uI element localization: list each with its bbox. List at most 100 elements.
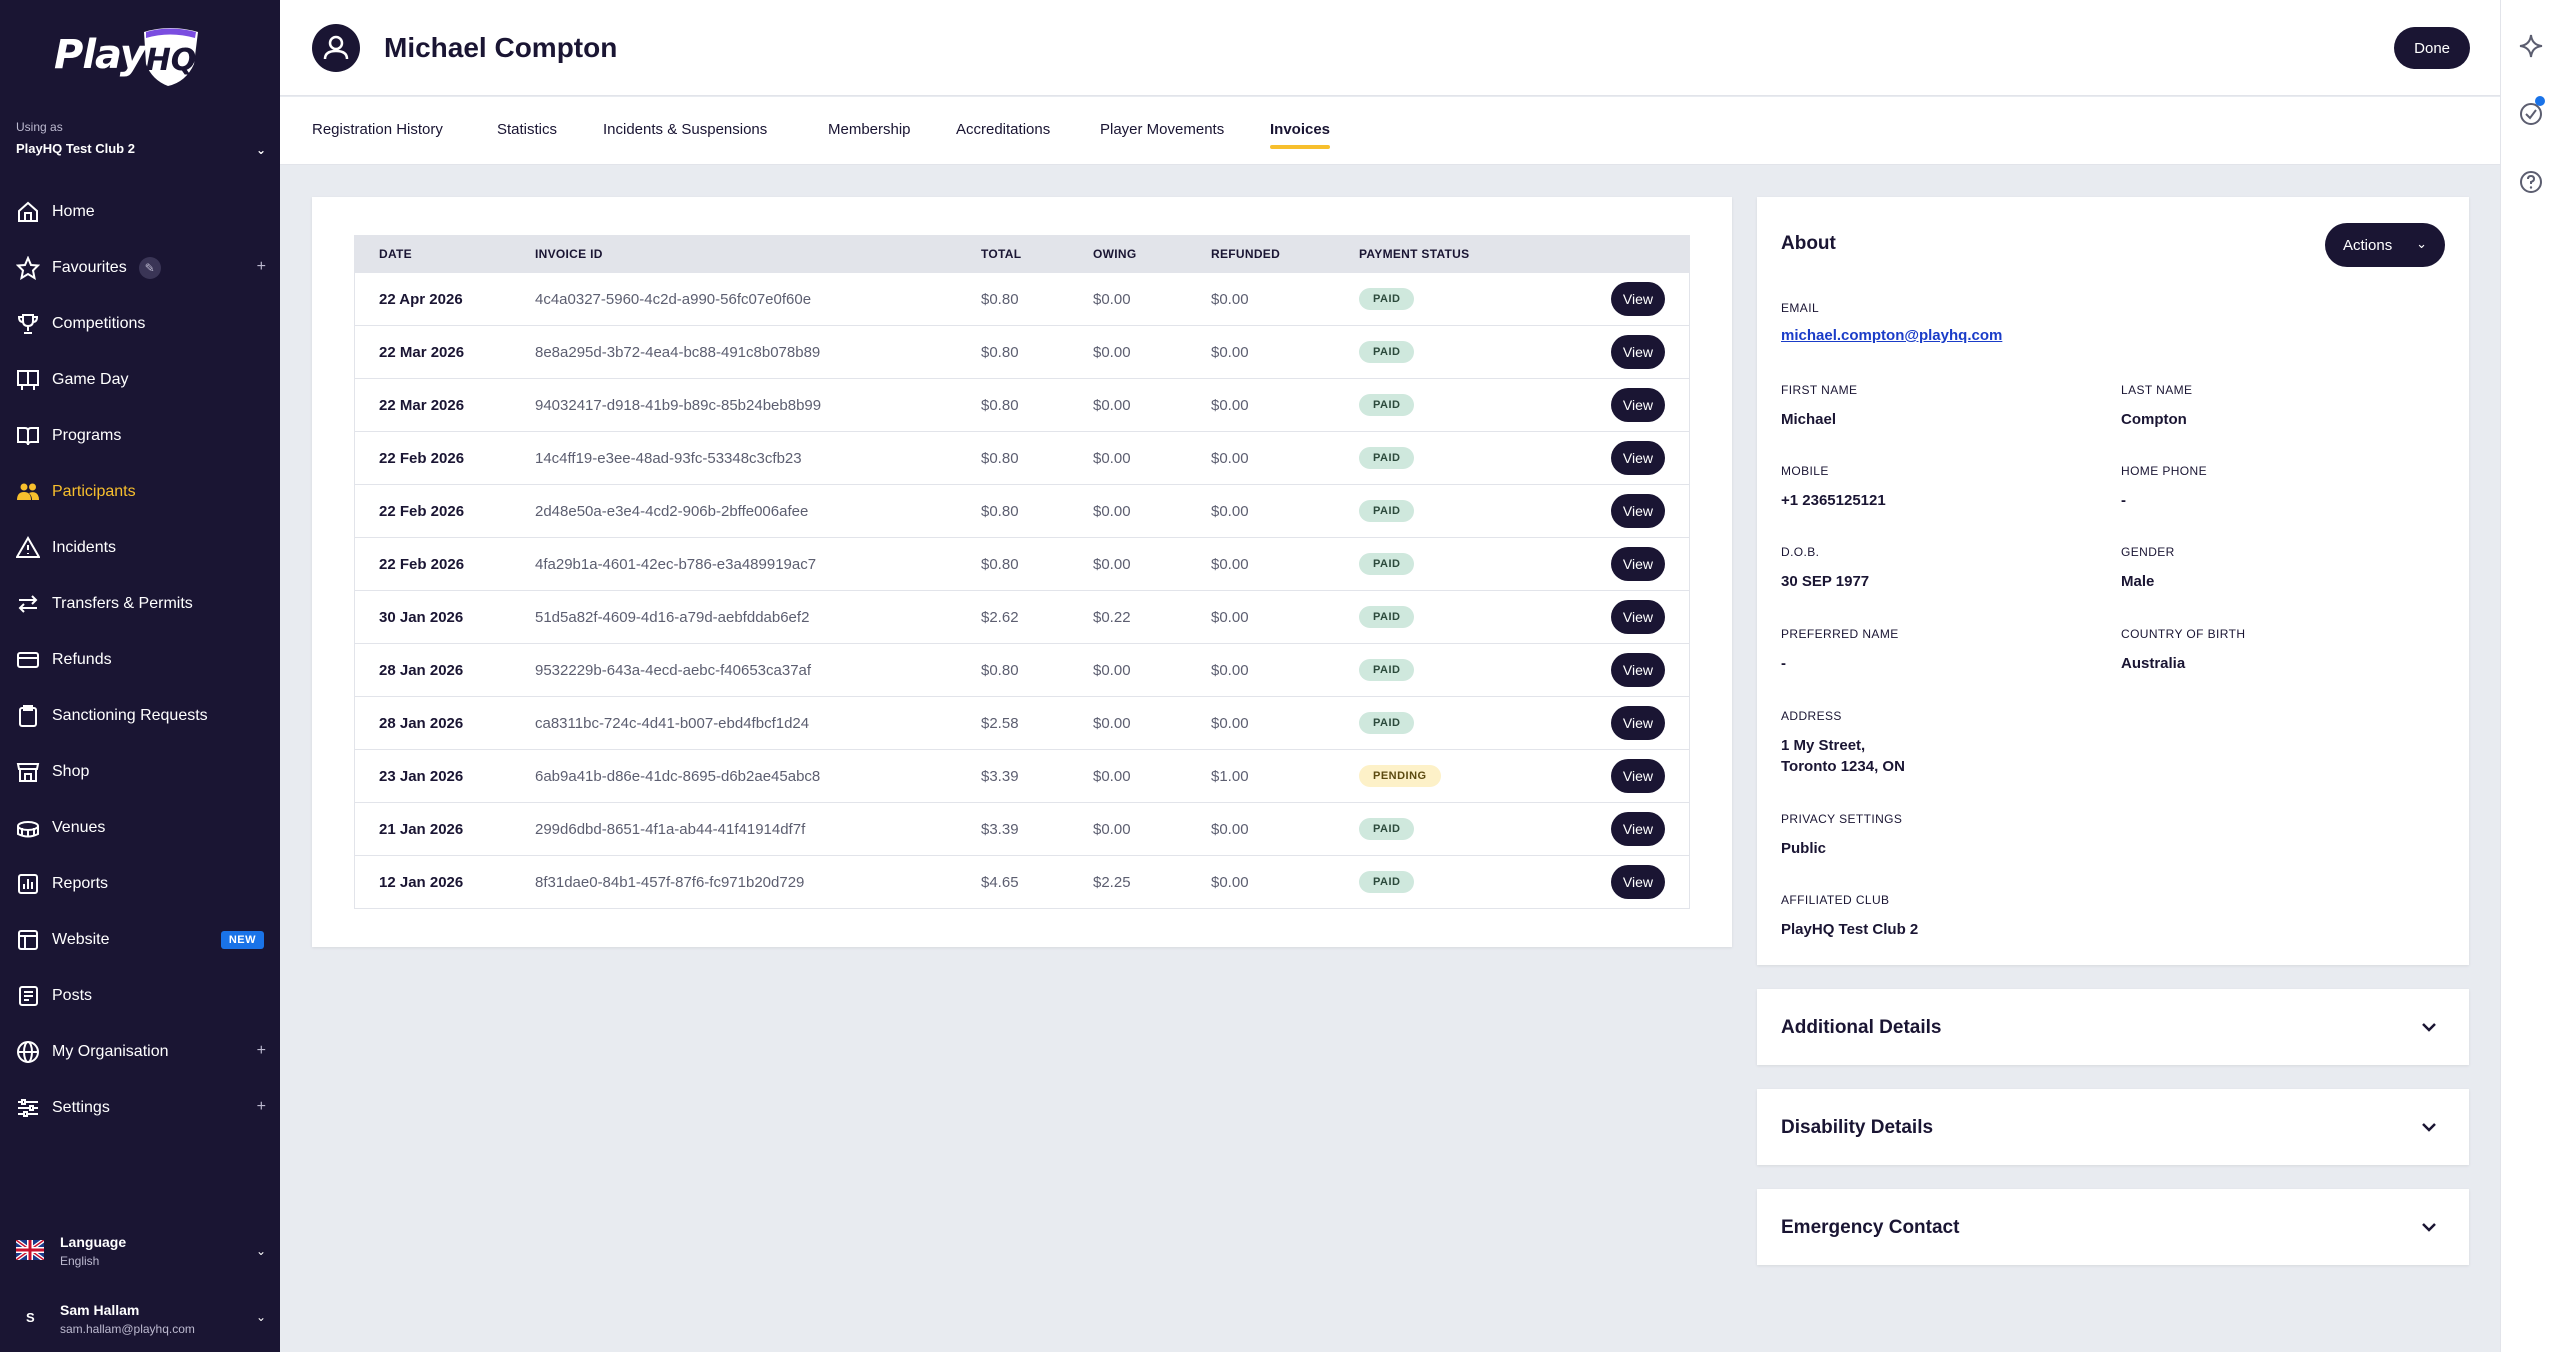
sidebar-item-label: Shop — [52, 763, 90, 780]
payment-status-cell: PAID — [1359, 818, 1589, 840]
actions-label: Actions — [2343, 236, 2393, 254]
club-selector[interactable]: PlayHQ Test Club 2 ⌄ — [16, 141, 266, 161]
user-name: Sam Hallam — [60, 1302, 140, 1318]
tab-accreditations[interactable]: Accreditations — [956, 121, 1051, 138]
sidebar-item-my-organisation[interactable]: My Organisation + — [0, 1024, 280, 1080]
tab-statistics[interactable]: Statistics — [497, 121, 558, 138]
invoice-owing: $0.00 — [1093, 343, 1131, 361]
view-invoice-button[interactable]: View — [1610, 335, 1665, 369]
invoice-date: 12 Jan 2026 — [379, 873, 464, 891]
home-phone-field: HOME PHONE - — [2121, 464, 2207, 511]
invoice-owing: $0.00 — [1093, 555, 1131, 573]
invoice-owing: $0.00 — [1093, 449, 1131, 467]
field-value: PlayHQ Test Club 2 — [1781, 921, 1919, 938]
view-invoice-button[interactable]: View — [1610, 865, 1665, 899]
sidebar-item-posts[interactable]: Posts — [0, 968, 280, 1024]
preferred-name-field: PREFERRED NAME - — [1781, 627, 1899, 674]
sidebar-item-competitions[interactable]: Competitions — [0, 296, 280, 352]
status-badge: PAID — [1359, 712, 1415, 734]
user-menu[interactable]: S Sam Hallam sam.hallam@playhq.com ⌄ — [16, 1296, 266, 1340]
accordion-emergency-contact[interactable]: Emergency Contact — [1757, 1189, 2469, 1265]
invoice-owing: $0.00 — [1093, 820, 1131, 838]
sidebar-item-label: Favourites — [52, 259, 127, 276]
sidebar-item-programs[interactable]: Programs — [0, 408, 280, 464]
done-button[interactable]: Done — [2394, 27, 2470, 69]
actions-button[interactable]: Actions ⌄ — [2325, 223, 2445, 267]
about-title: About — [1781, 233, 1836, 254]
sidebar-item-label: Posts — [52, 987, 93, 1004]
view-invoice-button[interactable]: View — [1610, 494, 1665, 528]
address-line: 1 My Street, — [1781, 737, 1866, 754]
tab-player-movements[interactable]: Player Movements — [1100, 121, 1225, 138]
tab-incidents-suspensions[interactable]: Incidents & Suspensions — [603, 121, 768, 138]
sidebar-item-label: Participants — [52, 483, 136, 500]
expand-plus-icon[interactable]: + — [256, 258, 266, 275]
help-icon[interactable] — [2517, 168, 2545, 196]
invoice-id: 8f31dae0-84b1-457f-87f6-fc971b20d729 — [535, 873, 805, 891]
tab-registration-history[interactable]: Registration History — [312, 121, 443, 138]
expand-plus-icon[interactable]: + — [256, 1042, 266, 1059]
action-cell: View — [1589, 865, 1689, 899]
invoice-total: $0.80 — [981, 290, 1019, 308]
sidebar-item-game-day[interactable]: Game Day — [0, 352, 280, 408]
sidebar-item-label: Website — [52, 931, 110, 948]
task-check-icon[interactable] — [2517, 100, 2545, 128]
tab-invoices[interactable]: Invoices — [1270, 121, 1331, 165]
table-header: DATE INVOICE ID TOTAL OWING REFUNDED PAY… — [355, 236, 1689, 272]
sidebar-item-website[interactable]: Website NEW — [0, 912, 280, 968]
invoice-refunded: $1.00 — [1211, 767, 1249, 785]
notification-dot — [2535, 96, 2545, 106]
shop-icon — [16, 760, 40, 784]
field-label: HOME PHONE — [2121, 464, 2208, 478]
field-value: Public — [1781, 840, 1827, 857]
edit-favourites-icon[interactable]: ✎ — [138, 257, 161, 279]
field-label: LAST NAME — [2121, 383, 2193, 397]
accordion-disability-details[interactable]: Disability Details — [1757, 1089, 2469, 1165]
view-invoice-button[interactable]: View — [1610, 759, 1665, 793]
view-invoice-button[interactable]: View — [1610, 547, 1665, 581]
sparkle-icon[interactable] — [2517, 32, 2545, 60]
sidebar-item-refunds[interactable]: Refunds — [0, 632, 280, 688]
field-label: PREFERRED NAME — [1781, 627, 1899, 641]
playhq-logo[interactable]: Play HQ — [54, 22, 204, 92]
tab-membership[interactable]: Membership — [828, 121, 911, 138]
sidebar-item-incidents[interactable]: Incidents — [0, 520, 280, 576]
status-badge: PAID — [1359, 818, 1415, 840]
posts-icon — [16, 984, 40, 1008]
view-invoice-button[interactable]: View — [1610, 441, 1665, 475]
sidebar-item-transfers[interactable]: Transfers & Permits — [0, 576, 280, 632]
sidebar-item-reports[interactable]: Reports — [0, 856, 280, 912]
sidebar-item-settings[interactable]: Settings + — [0, 1080, 280, 1136]
email-link[interactable]: michael.compton@playhq.com — [1781, 327, 2003, 344]
sidebar-item-participants[interactable]: Participants — [0, 464, 280, 520]
view-invoice-button[interactable]: View — [1610, 388, 1665, 422]
view-invoice-button[interactable]: View — [1610, 282, 1665, 316]
sidebar: Play HQ Using as PlayHQ Test Club 2 ⌄ Ho… — [0, 0, 280, 1352]
sidebar-item-shop[interactable]: Shop — [0, 744, 280, 800]
status-badge: PAID — [1359, 606, 1415, 628]
view-invoice-button[interactable]: View — [1610, 706, 1665, 740]
accordion-title: Additional Details — [1781, 1017, 1942, 1038]
view-invoice-button[interactable]: View — [1610, 812, 1665, 846]
sidebar-item-favourites[interactable]: Favourites ✎ + — [0, 240, 280, 296]
view-invoice-button[interactable]: View — [1610, 600, 1665, 634]
mobile-field: MOBILE +1 2365125121 — [1781, 464, 1886, 511]
view-invoice-button[interactable]: View — [1610, 653, 1665, 687]
sidebar-item-sanctioning[interactable]: Sanctioning Requests — [0, 688, 280, 744]
field-value: Compton — [2121, 411, 2187, 428]
action-cell: View — [1589, 653, 1689, 687]
sidebar-item-home[interactable]: Home — [0, 184, 280, 240]
field-value: Male — [2121, 573, 2155, 590]
scoreboard-icon — [16, 368, 40, 392]
invoice-total: $0.80 — [981, 555, 1019, 573]
sidebar-item-label: Sanctioning Requests — [52, 707, 208, 724]
action-cell: View — [1589, 547, 1689, 581]
accordion-additional-details[interactable]: Additional Details — [1757, 989, 2469, 1065]
sidebar-item-venues[interactable]: Venues — [0, 800, 280, 856]
email-field: EMAIL michael.compton@playhq.com — [1781, 301, 2002, 344]
expand-plus-icon[interactable]: + — [256, 1098, 266, 1115]
chevron-down-icon: ⌄ — [255, 143, 266, 157]
avatar — [312, 24, 360, 72]
language-selector[interactable]: Language English ⌄ — [16, 1230, 266, 1270]
logo-shield-icon: HQ — [144, 28, 198, 86]
